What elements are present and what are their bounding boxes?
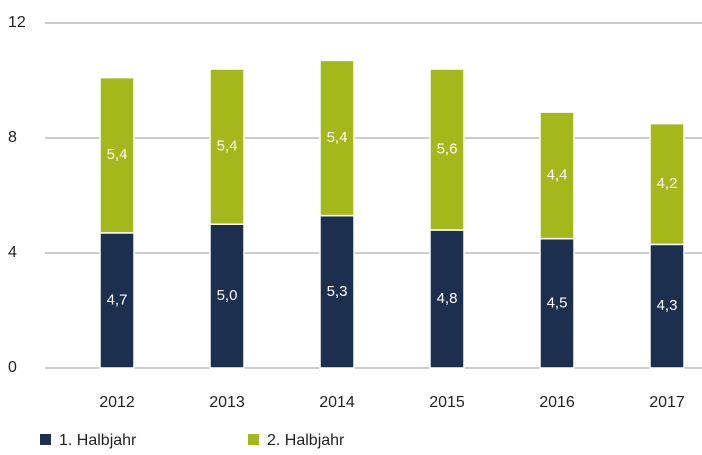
- legend-label: 1. Halbjahr: [59, 432, 137, 449]
- bar-segment: [209, 68, 245, 225]
- bar-segment: [429, 229, 465, 369]
- x-tick-label: 2012: [99, 394, 135, 411]
- x-tick-label: 2017: [649, 394, 685, 411]
- data-label: 5,6: [437, 140, 458, 157]
- data-label: 4,4: [547, 166, 568, 183]
- bar-segment: [319, 59, 355, 217]
- legend-label: 2. Halbjahr: [267, 432, 345, 449]
- x-tick-label: 2015: [429, 394, 465, 411]
- bar-segment: [429, 68, 465, 231]
- data-label: 4,5: [547, 294, 568, 311]
- y-tick-label: 12: [8, 14, 26, 31]
- bar-segment: [649, 122, 685, 246]
- bar-segment: [319, 214, 355, 369]
- data-label: 4,2: [657, 175, 678, 192]
- data-label: 5,4: [327, 129, 348, 146]
- y-tick-label: 8: [8, 129, 17, 146]
- data-label: 5,3: [327, 283, 348, 300]
- data-label: 5,4: [217, 138, 238, 155]
- x-tick-label: 2013: [209, 394, 245, 411]
- data-label: 4,8: [437, 290, 458, 307]
- bar-segment: [539, 237, 575, 369]
- bar-segment: [539, 111, 575, 240]
- data-label: 5,0: [217, 287, 238, 304]
- y-tick-label: 0: [8, 359, 17, 376]
- bar-segment: [99, 76, 135, 234]
- x-tick-label: 2016: [539, 394, 575, 411]
- y-tick-label: 4: [8, 244, 17, 261]
- legend-swatch: [40, 434, 51, 445]
- data-label: 5,4: [107, 146, 128, 163]
- bar-segment: [99, 232, 135, 369]
- bar-segment: [649, 243, 685, 369]
- data-label: 4,7: [107, 291, 128, 308]
- legend-swatch: [248, 434, 259, 445]
- data-label: 4,3: [657, 297, 678, 314]
- x-tick-label: 2014: [319, 394, 355, 411]
